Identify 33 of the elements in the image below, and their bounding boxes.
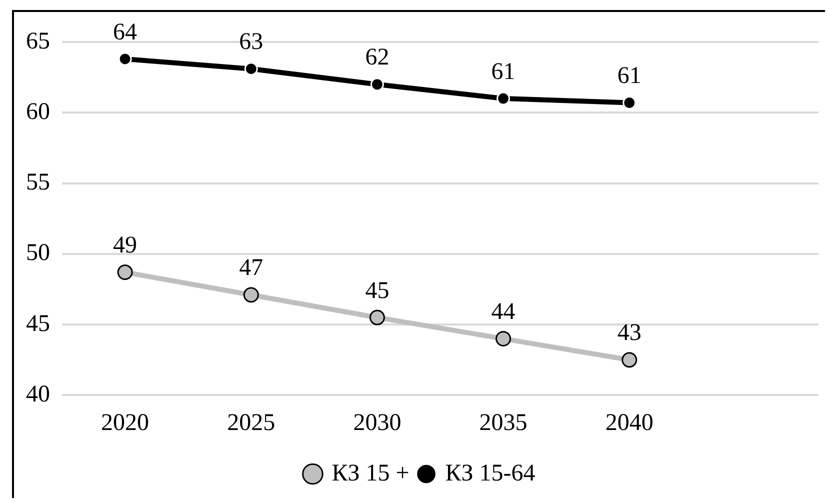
y-tick-label: 65 xyxy=(26,28,50,54)
y-tick-label: 50 xyxy=(26,240,50,266)
x-tick-label: 2020 xyxy=(101,410,150,436)
data-label: 61 xyxy=(491,58,516,85)
point xyxy=(622,96,636,110)
data-label: 63 xyxy=(239,29,264,56)
point xyxy=(243,287,259,303)
data-label: 61 xyxy=(617,63,642,90)
data-label: 64 xyxy=(113,19,138,46)
point xyxy=(496,92,510,106)
data-label: 49 xyxy=(113,232,138,259)
point xyxy=(496,330,512,346)
data-label: 62 xyxy=(365,44,390,71)
y-tick-label: 45 xyxy=(26,310,50,337)
y-tick-label: 55 xyxy=(26,170,50,196)
x-tick-label: 2035 xyxy=(479,410,528,436)
x-tick-label: 2025 xyxy=(227,410,276,436)
data-label: 47 xyxy=(239,255,264,282)
y-tick-label: 60 xyxy=(26,98,50,125)
point xyxy=(244,62,258,76)
point xyxy=(118,52,132,66)
point xyxy=(622,352,638,368)
legend-label: КЗ 15-64 xyxy=(445,460,536,486)
legend-label: КЗ 15 + xyxy=(332,460,410,486)
x-tick-label: 2030 xyxy=(353,410,402,436)
data-label: 45 xyxy=(365,278,390,304)
data-label: 44 xyxy=(491,298,516,325)
point xyxy=(370,78,384,92)
y-tick-label: 40 xyxy=(26,381,50,408)
point xyxy=(117,264,133,280)
point xyxy=(369,310,385,326)
x-tick-label: 2040 xyxy=(605,410,654,436)
data-label: 43 xyxy=(617,320,642,346)
